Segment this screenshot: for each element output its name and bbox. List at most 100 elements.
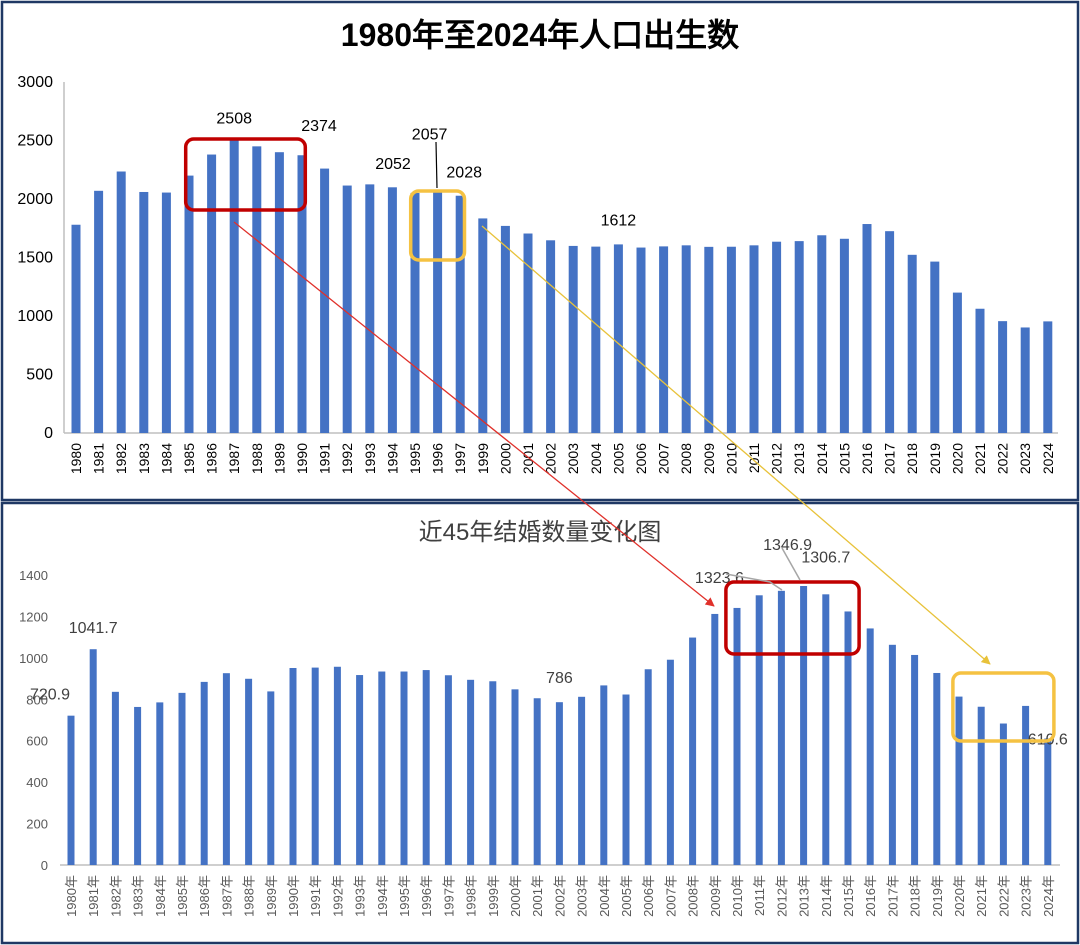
births-x-tick-label: 2019 [927, 443, 943, 474]
marriages-x-tick-label: 2023年 [1019, 875, 1034, 917]
marriages-y-tick-label: 600 [26, 734, 48, 749]
births-bar [862, 224, 872, 433]
marriages-bar [844, 611, 852, 865]
marriages-data-label: 1323.6 [695, 570, 744, 587]
marriages-data-label: 1346.9 [763, 537, 812, 554]
births-bar [1020, 327, 1030, 433]
births-x-tick-label: 1985 [181, 443, 197, 474]
births-bar [546, 240, 556, 433]
births-y-tick-label: 1500 [17, 250, 53, 267]
marriages-x-tick-label: 2018年 [908, 875, 923, 917]
marriages-x-tick-label: 2000年 [508, 875, 523, 917]
marriages-bar [422, 670, 430, 865]
marriages-y-tick-label: 800 [26, 692, 48, 707]
marriages-bar [444, 675, 452, 865]
births-x-tick-label: 2003 [565, 443, 581, 474]
births-x-tick-label: 2000 [497, 443, 513, 474]
births-bar [478, 218, 488, 433]
marriages-bar [400, 671, 408, 865]
births-bar [907, 254, 917, 433]
marriages-x-tick-label: 1984年 [153, 875, 168, 917]
births-x-tick-label: 2005 [610, 443, 626, 474]
marriages-x-tick-label: 2020年 [952, 875, 967, 917]
marriages-bar [89, 649, 97, 865]
births-x-tick-label: 1987 [226, 443, 242, 474]
births-bar [94, 190, 104, 433]
label-1323-6-leader-line [725, 573, 783, 591]
marriages-bar [289, 668, 297, 865]
births-bars [71, 139, 1053, 434]
marriages-x-tick-label: 2003年 [575, 875, 590, 917]
births-x-tick-label: 1993 [362, 443, 378, 474]
marriages-bar [156, 702, 164, 865]
births-data-label: 2508 [216, 111, 252, 128]
births-x-tick-label: 2016 [859, 443, 875, 474]
marriages-x-tick-label: 2006年 [641, 875, 656, 917]
marriages-x-tick-label: 1995年 [397, 875, 412, 917]
marriages-data-label: 1041.7 [69, 620, 118, 637]
marriages-bar [911, 654, 919, 865]
births-x-tick-label: 1990 [294, 443, 310, 474]
births-bar [433, 192, 443, 433]
marriages-bar [888, 644, 896, 865]
marriages-x-tick-label: 2024年 [1041, 875, 1056, 917]
marriages-bar [999, 723, 1007, 865]
births-chart-frame [0, 0, 1080, 502]
births-bar [952, 292, 962, 433]
marriages-highlight-box [724, 580, 861, 656]
marriages-highlight-box [951, 671, 1056, 743]
births-bar [161, 192, 171, 433]
marriages-x-tick-label: 2005年 [619, 875, 634, 917]
births-data-label: 2374 [301, 118, 337, 135]
marriages-bar [822, 594, 830, 865]
marriages-x-tick-label: 2009年 [708, 875, 723, 917]
marriages-x-tick-label: 2011年 [752, 875, 767, 916]
births-bar [659, 246, 669, 433]
births-x-tick-label: 1983 [136, 443, 152, 474]
marriages-x-tick-label: 2012年 [774, 875, 789, 917]
marriages-bar [600, 685, 608, 865]
births-highlight-box [408, 189, 467, 262]
births-x-tick-label: 2007 [656, 443, 672, 474]
marriages-bar [800, 585, 808, 865]
marriages-x-tick-label: 2001年 [530, 875, 545, 917]
births-x-tick-label: 2010 [723, 443, 739, 474]
marriages-bar [489, 681, 497, 865]
marriages-y-tick-label: 200 [26, 817, 48, 832]
marriages-x-tick-label: 1989年 [264, 875, 279, 917]
births-bar [297, 155, 307, 433]
births-x-tick-label: 1996 [430, 443, 446, 474]
births-x-tick-label: 2002 [543, 443, 559, 474]
births-data-label: 1612 [601, 212, 637, 229]
births-highlights [183, 137, 467, 262]
births-bar [772, 241, 782, 433]
marriages-x-tick-label: 1988年 [242, 875, 257, 917]
marriages-y-tick-label: 1000 [19, 651, 48, 666]
births-x-tick-label: 2008 [678, 443, 694, 474]
births-y-tick-label: 1000 [17, 308, 53, 325]
marriages-bar [378, 671, 386, 865]
births-y-tick-label: 2500 [17, 133, 53, 150]
births-bar [184, 175, 194, 433]
marriages-x-tick-label: 1999年 [486, 875, 501, 917]
marriages-chart-title: 近45年结婚数量变化图 [419, 519, 662, 546]
births-bar [998, 321, 1008, 433]
births-data-label: 2028 [446, 165, 482, 182]
marriages-x-tick-label: 1980年 [64, 875, 79, 917]
births-bar [591, 246, 601, 433]
marriages-bar [777, 590, 785, 865]
marriages-bar [333, 666, 341, 865]
marriages-bar [622, 694, 630, 865]
births-x-tick-label: 2020 [949, 443, 965, 474]
marriages-x-tick-label: 2007年 [663, 875, 678, 917]
marriages-x-tick-label: 1981年 [86, 875, 101, 917]
marriages-bar [1022, 705, 1030, 865]
marriages-x-tick-label: 2014年 [819, 875, 834, 917]
births-x-tick-label: 1995 [407, 443, 423, 474]
marriages-x-tick-label: 2016年 [863, 875, 878, 917]
marriages-bar [733, 607, 741, 865]
births-bar [274, 152, 284, 433]
births-x-tick-label: 2001 [520, 443, 536, 474]
marriages-x-tick-label: 2010年 [730, 875, 745, 917]
